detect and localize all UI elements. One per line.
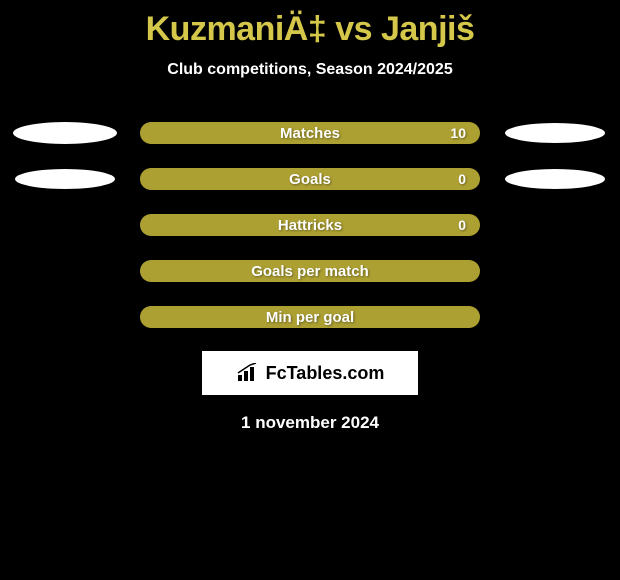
right-slot <box>500 123 610 143</box>
left-slot <box>10 169 120 189</box>
left-slot <box>10 122 120 144</box>
left-ellipse <box>15 169 115 189</box>
stat-bar: Matches 10 <box>140 122 480 144</box>
stat-bar: Goals per match <box>140 260 480 282</box>
stat-rows: Matches 10 Goals 0 Hattricks 0 <box>0 121 620 329</box>
bar-chart-icon <box>236 363 260 383</box>
stat-bar: Min per goal <box>140 306 480 328</box>
stat-value: 0 <box>458 217 466 233</box>
stat-bar: Goals 0 <box>140 168 480 190</box>
right-ellipse <box>505 169 605 189</box>
date-label: 1 november 2024 <box>0 413 620 433</box>
right-slot <box>500 169 610 189</box>
stat-label: Goals per match <box>251 263 369 280</box>
stat-row-hattricks: Hattricks 0 <box>0 213 620 237</box>
stat-row-goals-per-match: Goals per match <box>0 259 620 283</box>
page-subtitle: Club competitions, Season 2024/2025 <box>0 61 620 79</box>
stat-row-min-per-goal: Min per goal <box>0 305 620 329</box>
stat-value: 0 <box>458 171 466 187</box>
page-title: KuzmaniÄ‡ vs Janjiš <box>0 10 620 49</box>
logo-box: FcTables.com <box>202 351 418 395</box>
stat-bar: Hattricks 0 <box>140 214 480 236</box>
logo-text: FcTables.com <box>266 363 385 384</box>
right-ellipse <box>505 123 605 143</box>
logo-inner: FcTables.com <box>236 363 385 384</box>
stat-row-matches: Matches 10 <box>0 121 620 145</box>
stat-value: 10 <box>450 125 466 141</box>
stat-label: Matches <box>280 125 340 142</box>
stat-label: Min per goal <box>266 309 354 326</box>
stat-row-goals: Goals 0 <box>0 167 620 191</box>
comparison-container: KuzmaniÄ‡ vs Janjiš Club competitions, S… <box>0 0 620 433</box>
stat-label: Goals <box>289 171 331 188</box>
left-ellipse <box>13 122 117 144</box>
stat-label: Hattricks <box>278 217 342 234</box>
